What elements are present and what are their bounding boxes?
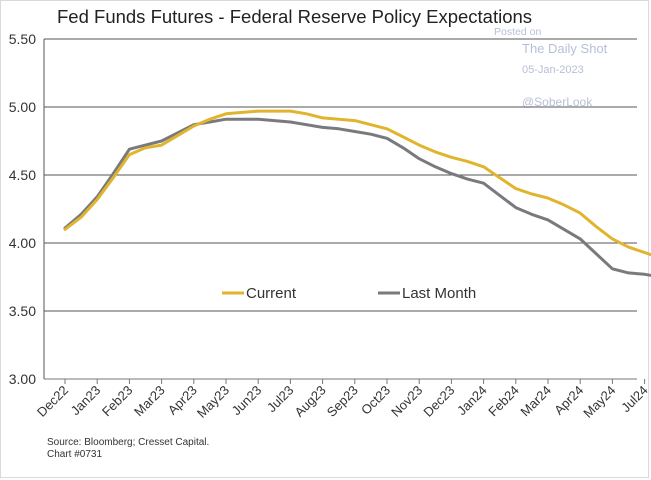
source-note: Source: Bloomberg; Cresset Capital. Char… <box>47 437 209 461</box>
source-text: Source: Bloomberg; Cresset Capital. <box>47 437 210 448</box>
x-tick-label: Jun23 <box>229 383 265 419</box>
watermark-handle: @SoberLook <box>522 95 593 109</box>
x-tick-label: Jul24 <box>618 383 651 416</box>
x-tick-label: Mar23 <box>131 383 168 420</box>
y-axis-ticks: 3.00 3.50 4.00 4.50 5.00 5.50 <box>9 31 36 387</box>
x-tick-label: Dec23 <box>420 383 457 420</box>
legend: Current Last Month <box>222 285 476 302</box>
y-tick-label: 4.00 <box>9 235 36 251</box>
y-tick-label: 5.00 <box>9 99 36 115</box>
series-lines <box>63 109 651 277</box>
y-tick-label: 5.50 <box>9 31 36 47</box>
x-tick-label: Dec22 <box>34 383 71 420</box>
grid-lines <box>43 38 637 380</box>
watermark-date: 05-Jan-2023 <box>522 64 584 76</box>
watermark-posted: Posted on <box>494 26 542 38</box>
x-tick-label: Jan23 <box>68 383 104 419</box>
watermark-source: The Daily Shot <box>522 41 608 56</box>
legend-label-current: Current <box>246 285 297 302</box>
x-tick-label: Aug23 <box>292 383 329 420</box>
series-line-last-month <box>63 117 651 277</box>
x-tick-label: Apr23 <box>165 383 200 418</box>
x-tick-label: Feb24 <box>485 383 522 420</box>
series-line-current <box>63 109 651 257</box>
chart-id: Chart #0731 <box>47 449 103 460</box>
y-tick-label: 4.50 <box>9 167 36 183</box>
y-tick-label: 3.50 <box>9 303 36 319</box>
x-tick-label: Feb23 <box>99 383 136 420</box>
chart-title: Fed Funds Futures - Federal Reserve Poli… <box>57 6 533 27</box>
x-tick-label: Jan24 <box>454 383 490 419</box>
x-tick-label: May23 <box>194 383 232 421</box>
x-tick-label: May24 <box>580 383 618 421</box>
y-tick-label: 3.00 <box>9 371 36 387</box>
x-tick-label: Nov23 <box>388 383 425 420</box>
legend-label-last-month: Last Month <box>402 285 476 302</box>
x-tick-label: Mar24 <box>517 383 554 420</box>
x-tick-label: Oct23 <box>358 383 393 418</box>
x-tick-label: Apr24 <box>551 383 586 418</box>
x-tick-label: Sep23 <box>324 383 361 420</box>
